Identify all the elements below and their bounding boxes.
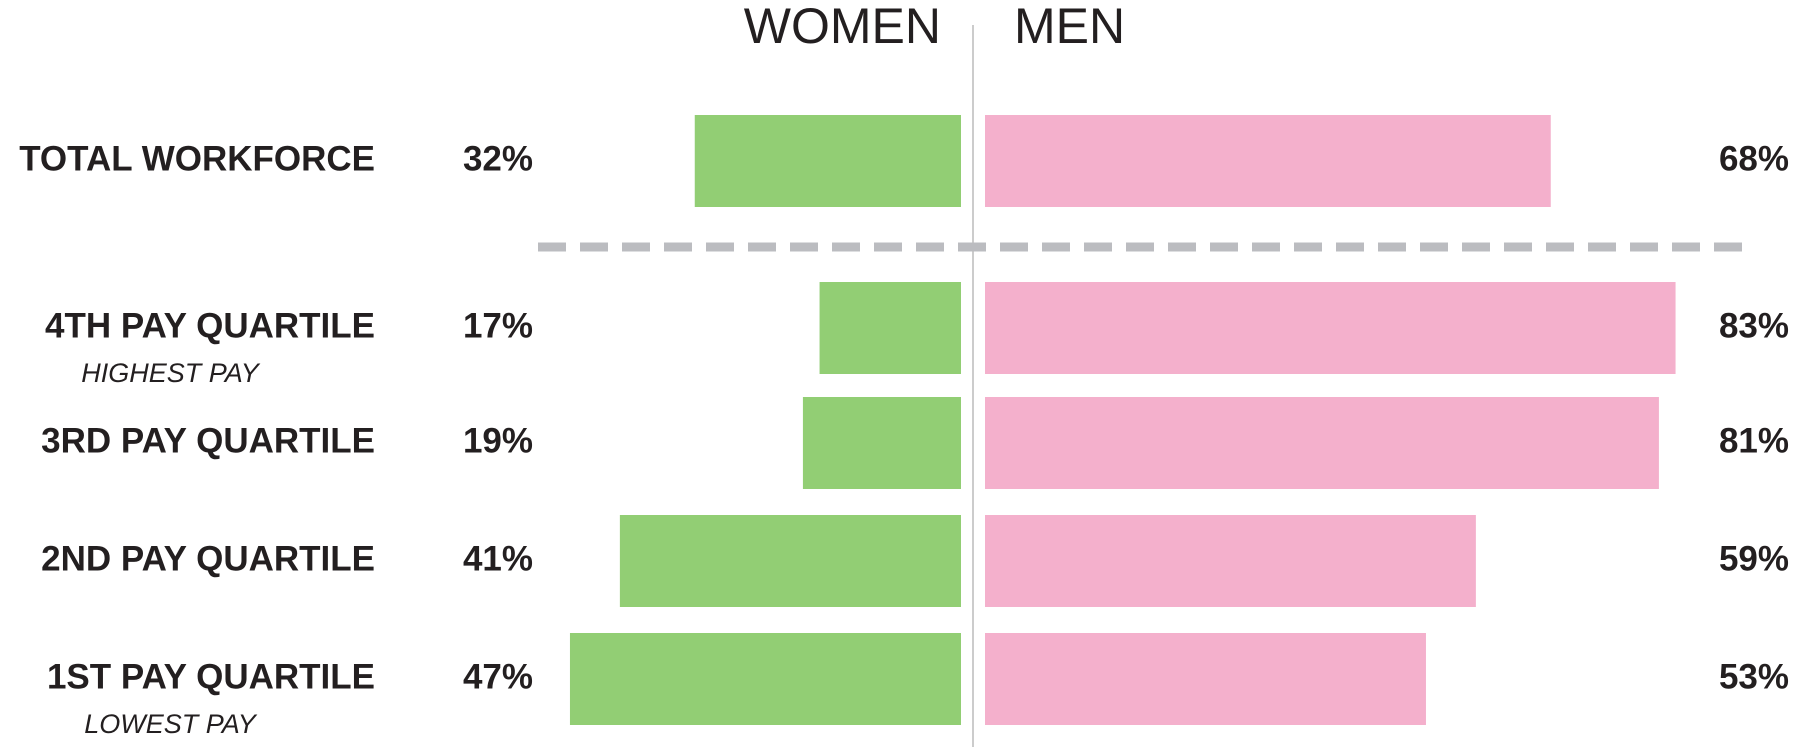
category-label: 2ND PAY QUARTILE [41,539,375,578]
value-label: 68% [1719,139,1789,178]
women-bar [569,633,961,725]
women-bar [819,282,961,374]
men-bar [985,397,1659,489]
category-label: 1ST PAY QUARTILE [47,657,375,696]
value-label: 32% [463,139,533,178]
value-label: 59% [1719,539,1789,578]
category-label: 4TH PAY QUARTILE [45,306,375,345]
value-label: 47% [463,657,533,696]
women-bar [619,515,961,607]
value-label: 17% [463,306,533,345]
men-bar [985,115,1551,207]
value-label: 53% [1719,657,1789,696]
women-bar [802,397,961,489]
legend-men: MEN [1014,0,1125,54]
women-bar [694,115,961,207]
value-label: 83% [1719,306,1789,345]
men-bar [985,633,1426,725]
men-bar [985,515,1476,607]
category-label: 3RD PAY QUARTILE [41,421,375,460]
legend-women: WOMEN [744,0,941,54]
category-label: TOTAL WORKFORCE [19,139,375,178]
category-sublabel: HIGHEST PAY [81,358,261,388]
value-label: 41% [463,539,533,578]
value-label: 19% [463,421,533,460]
category-sublabel: LOWEST PAY [84,709,258,739]
men-bar [985,282,1676,374]
value-label: 81% [1719,421,1789,460]
